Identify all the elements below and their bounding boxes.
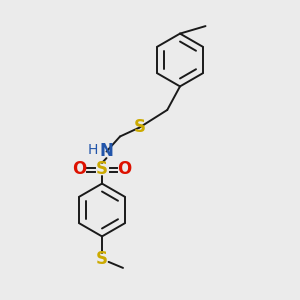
Text: S: S xyxy=(96,250,108,268)
Text: O: O xyxy=(72,160,87,178)
Text: N: N xyxy=(100,142,113,160)
Text: H: H xyxy=(88,143,98,157)
Text: S: S xyxy=(96,160,108,178)
Text: O: O xyxy=(117,160,132,178)
Text: S: S xyxy=(134,118,146,136)
